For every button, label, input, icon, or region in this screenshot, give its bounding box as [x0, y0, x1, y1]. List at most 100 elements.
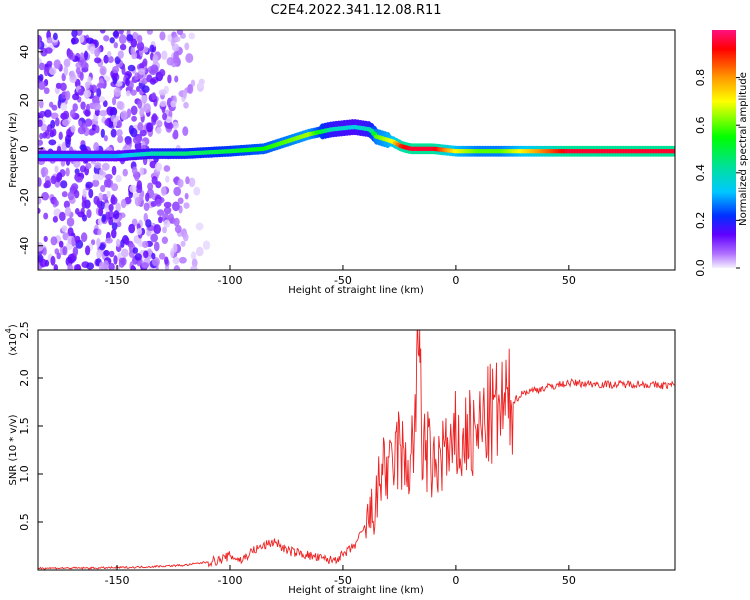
noise-blob — [87, 76, 92, 83]
noise-blob — [188, 32, 196, 40]
spectrogram-ridge — [38, 119, 675, 162]
noise-blob — [41, 192, 50, 201]
noise-blob — [161, 50, 168, 60]
noise-blob — [162, 226, 167, 234]
noise-blob — [107, 55, 114, 64]
noise-blob — [105, 211, 111, 220]
svg-text:(x104): (x104) — [4, 324, 19, 356]
noise-blob — [149, 78, 157, 85]
colorbar-tick-label: 0.8 — [694, 69, 707, 87]
noise-blob — [120, 110, 128, 121]
ridge-point — [672, 149, 675, 154]
noise-blob — [101, 214, 107, 223]
noise-blob — [68, 49, 74, 59]
noise-blob — [127, 64, 136, 72]
noise-blob — [69, 109, 76, 118]
noise-blob — [183, 202, 190, 209]
noise-blob — [38, 196, 42, 205]
noise-blob — [166, 57, 175, 66]
snr-multiplier-close: ) — [8, 324, 19, 328]
noise-blob — [151, 113, 158, 123]
noise-blob — [158, 69, 166, 77]
noise-blob — [77, 126, 86, 135]
noise-blob — [62, 110, 70, 120]
noise-blob — [108, 203, 114, 212]
noise-blob — [151, 175, 158, 185]
noise-blob — [160, 186, 167, 196]
noise-blob — [77, 88, 85, 96]
noise-blob — [177, 197, 184, 205]
y-tick-label: 20 — [18, 93, 31, 107]
y-tick-label: 40 — [18, 45, 31, 59]
noise-blob — [142, 240, 149, 249]
snr-multiplier-base: (x10 — [8, 333, 19, 356]
noise-blob — [193, 186, 201, 196]
noise-blob — [48, 139, 57, 146]
y-tick-label: -40 — [18, 237, 31, 255]
noise-blob — [44, 180, 52, 189]
noise-blob — [170, 248, 175, 258]
noise-blob — [67, 191, 75, 201]
noise-blob — [75, 176, 83, 183]
noise-blob — [183, 101, 189, 109]
noise-blob — [117, 135, 124, 144]
noise-blob — [105, 237, 113, 244]
noise-blob — [50, 255, 56, 266]
noise-blob — [43, 87, 50, 95]
noise-blob — [73, 189, 80, 199]
noise-blob — [53, 264, 58, 270]
noise-blob — [173, 265, 181, 270]
noise-blob — [132, 247, 139, 254]
noise-blob — [78, 120, 83, 127]
noise-blob — [105, 173, 113, 180]
noise-blob — [137, 99, 143, 109]
noise-blob — [195, 222, 204, 231]
noise-blob — [89, 45, 96, 55]
noise-blob — [46, 37, 53, 44]
noise-blob — [96, 87, 102, 98]
noise-blob — [101, 162, 110, 171]
noise-blob — [85, 37, 94, 44]
noise-blob — [52, 215, 59, 223]
noise-blob — [202, 240, 211, 251]
noise-blob — [79, 34, 85, 43]
noise-blob — [130, 127, 138, 138]
x-tick-label: 50 — [562, 274, 576, 287]
noise-blob — [182, 232, 189, 242]
noise-blob — [147, 182, 154, 191]
noise-blob — [116, 221, 122, 228]
noise-blob — [153, 241, 160, 252]
noise-blob — [132, 31, 139, 40]
noise-blob — [82, 188, 87, 198]
y-tick-label: 2.5 — [18, 321, 31, 339]
spectrogram-noise — [38, 30, 211, 270]
noise-blob — [52, 32, 58, 41]
noise-blob — [98, 96, 106, 103]
noise-blob — [97, 228, 102, 236]
noise-blob — [62, 119, 70, 127]
noise-blob — [71, 30, 78, 38]
noise-blob — [135, 85, 141, 93]
noise-blob — [40, 123, 48, 132]
noise-blob — [72, 246, 79, 257]
snr-y-label: SNR (10 * v/v) — [8, 414, 19, 485]
snr-multiplier: (x104) — [4, 324, 19, 356]
noise-blob — [131, 115, 137, 122]
noise-blob — [40, 166, 49, 177]
snr-panel: 0.5 1.0 1.5 2.0 2.5 -150 -100 -50 0 50 Height of… — [4, 321, 676, 596]
noise-blob — [111, 183, 119, 192]
noise-blob — [184, 192, 189, 200]
noise-blob — [50, 119, 56, 129]
noise-blob — [120, 257, 127, 266]
x-tick-label: 50 — [562, 574, 576, 587]
noise-blob — [50, 236, 58, 246]
noise-blob — [188, 177, 196, 188]
noise-blob — [50, 112, 59, 120]
x-tick-label: -150 — [105, 574, 130, 587]
noise-blob — [140, 95, 148, 103]
noise-blob — [110, 194, 116, 205]
noise-blob — [63, 200, 71, 209]
noise-blob — [174, 75, 179, 83]
noise-blob — [55, 175, 61, 183]
noise-blob — [103, 249, 110, 257]
